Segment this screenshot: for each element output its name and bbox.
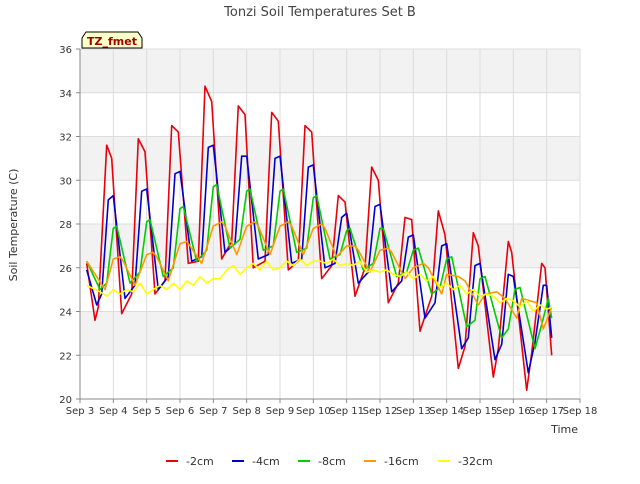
x-tick-label: Sep 7 bbox=[199, 406, 227, 417]
series-lines bbox=[85, 85, 553, 392]
y-tick-label: 24 bbox=[59, 308, 72, 319]
x-tick-label: Sep 11 bbox=[329, 406, 364, 417]
annotation-box: TZ_fmet bbox=[81, 31, 143, 49]
legend-label: -32cm bbox=[458, 455, 493, 468]
y-tick-label: 22 bbox=[59, 351, 72, 362]
legend-label: -4cm bbox=[252, 455, 280, 468]
y-tick-label: 20 bbox=[59, 395, 72, 406]
y-tick-label: 34 bbox=[59, 89, 72, 100]
x-tick-label: Sep 17 bbox=[529, 406, 564, 417]
x-axis-label: Time bbox=[550, 423, 578, 436]
legend-item: -4cm bbox=[232, 455, 280, 468]
x-tick-label: Sep 4 bbox=[99, 406, 127, 417]
x-tick-label: Sep 12 bbox=[363, 406, 398, 417]
y-tick-label: 36 bbox=[59, 45, 72, 56]
x-tick-label: Sep 16 bbox=[496, 406, 531, 417]
x-tick-label: Sep 13 bbox=[396, 406, 431, 417]
chart-title: Tonzi Soil Temperatures Set B bbox=[223, 5, 416, 20]
annotation-label: TZ_fmet bbox=[87, 35, 137, 48]
legend-item: -2cm bbox=[166, 455, 214, 468]
x-tick-label: Sep 3 bbox=[66, 406, 94, 417]
plot-band bbox=[80, 49, 580, 93]
x-tick-label: Sep 18 bbox=[563, 406, 598, 417]
y-tick-label: 32 bbox=[59, 133, 72, 144]
legend-item: -32cm bbox=[438, 455, 493, 468]
x-tick-label: Sep 14 bbox=[429, 406, 464, 417]
series-line-16cmcm bbox=[86, 221, 553, 330]
x-tick-label: Sep 5 bbox=[132, 406, 160, 417]
x-tick-label: Sep 9 bbox=[266, 406, 294, 417]
y-tick-label: 30 bbox=[59, 176, 72, 187]
x-tick-labels: Sep 3 Sep 4 Sep 5 Sep 6 Sep 7 Sep 8 Sep 9 Sep 1… bbox=[66, 406, 598, 417]
legend-label: -16cm bbox=[384, 455, 419, 468]
series-line-8cmcm bbox=[85, 183, 553, 350]
legend: -2cm -4cm -8cm -16cm -32cm bbox=[166, 455, 493, 468]
legend-item: -8cm bbox=[298, 455, 346, 468]
x-tick-label: Sep 8 bbox=[232, 406, 260, 417]
plot-band bbox=[80, 136, 580, 181]
y-tick-label: 26 bbox=[59, 264, 72, 275]
legend-item: -16cm bbox=[364, 455, 419, 468]
x-tick-label: Sep 15 bbox=[463, 406, 498, 417]
series-line-4cmcm bbox=[85, 144, 553, 374]
x-tick-label: Sep 6 bbox=[166, 406, 194, 417]
y-tick-labels: 20 22 24 26 28 30 32 34 36 bbox=[59, 45, 72, 406]
legend-label: -2cm bbox=[186, 455, 214, 468]
x-tick-label: Sep 10 bbox=[296, 406, 331, 417]
axes bbox=[76, 48, 581, 403]
legend-label: -8cm bbox=[318, 455, 346, 468]
y-tick-label: 28 bbox=[59, 220, 72, 231]
series-line-32cmcm bbox=[86, 258, 553, 313]
y-axis-label: Soil Temperature (C) bbox=[7, 169, 20, 282]
